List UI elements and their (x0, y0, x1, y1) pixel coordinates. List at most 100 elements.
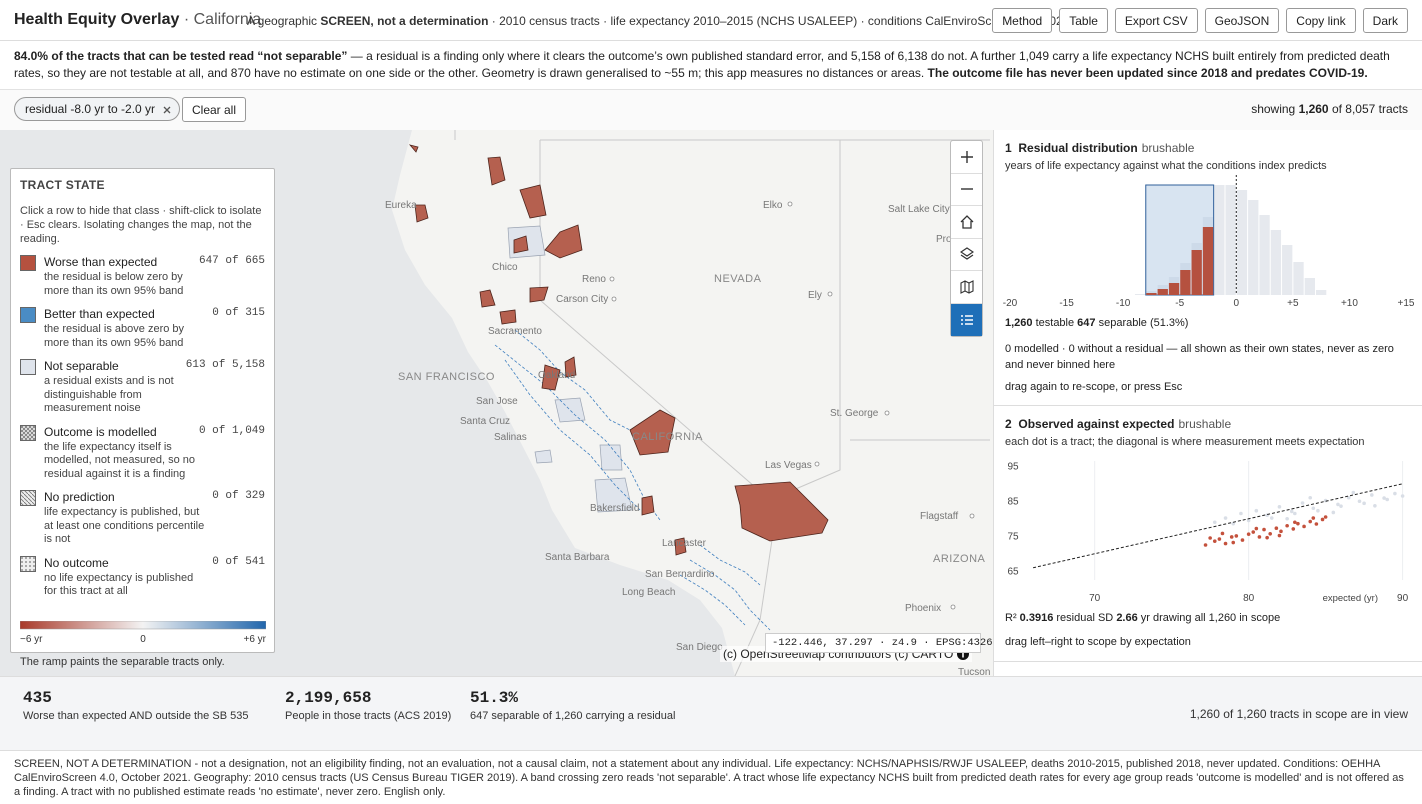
section-stats: 1,260 testable 647 separable (51.3%) (1005, 317, 1188, 329)
x-tick-label: 0 (1234, 298, 1240, 309)
map-label: Ely (808, 290, 822, 301)
legend-swatch (20, 359, 36, 375)
point (1274, 526, 1279, 530)
y-tick-label: 85 (1007, 496, 1019, 507)
map-label: Eureka (385, 200, 417, 211)
stat-label: People in those tracts (ACS 2019) (285, 710, 452, 722)
point (1293, 520, 1297, 525)
point (1314, 522, 1319, 526)
legend-row[interactable]: Worse than expected the residual is below… (20, 255, 265, 298)
text-run: · 2010 census tracts · life expectancy 2… (488, 14, 1074, 28)
point (1262, 527, 1266, 532)
brush (1145, 184, 1215, 296)
legend-row[interactable]: No prediction life expectancy is publishe… (20, 490, 265, 547)
summary-bar: 1,260 of 1,260 tracts in scope are in vi… (0, 676, 1422, 750)
bar-all (1282, 245, 1293, 295)
text-run: yr drawing all 1,260 in scope (1137, 612, 1281, 624)
legend-toggle[interactable] (951, 303, 982, 336)
legend-rows: Worse than expected the residual is below… (20, 255, 265, 599)
legend-swatch (20, 490, 36, 506)
point (1400, 494, 1405, 498)
toolbar-button[interactable]: Export CSV (1114, 8, 1198, 33)
y-tick-label: 65 (1007, 566, 1019, 577)
bar-separable (1157, 289, 1168, 295)
point (1246, 518, 1251, 523)
legend-count: 0 of 315 (212, 307, 265, 319)
bar-all (1259, 215, 1270, 295)
map-label: Oakland (538, 370, 575, 381)
toolbar-button[interactable]: Table (1059, 8, 1108, 33)
toolbar-button[interactable]: Copy link (1286, 8, 1356, 33)
section-tag: brushable (1178, 417, 1232, 431)
zoom-in[interactable] (951, 141, 982, 174)
filter-chip[interactable]: residual -8.0 yr to -2.0 yr (14, 97, 181, 121)
swatch (20, 359, 36, 375)
point (1203, 543, 1208, 547)
zoom-out[interactable] (951, 174, 982, 206)
text-run: of 8,057 tracts (1328, 102, 1408, 116)
legend-row[interactable]: Not separable a residual exists and is no… (20, 359, 265, 416)
legend-row[interactable]: No outcome no life expectancy is publishe… (20, 555, 265, 599)
home[interactable] (951, 206, 982, 239)
legend-row[interactable]: Outcome is modelled the life expectancy i… (20, 424, 265, 482)
toolbar-button[interactable]: Dark (1362, 8, 1408, 33)
point (1291, 527, 1296, 531)
legend-name: Outcome is modelled (44, 424, 157, 439)
legend-text: Worse than expected the residual is below… (44, 255, 199, 298)
point (1331, 510, 1336, 515)
section-note: 0 modelled · 0 without a residual — all … (1005, 343, 1394, 371)
chip-close[interactable] (163, 106, 171, 114)
point (1362, 501, 1366, 506)
scatter-plot[interactable]: 70 80 90 65 75 85 95 expected (yr) (992, 455, 1422, 605)
toolbar-button[interactable]: Method (992, 8, 1053, 33)
map-label: Carson City (556, 294, 608, 305)
app-title: Health Equity Overlay · California (14, 11, 261, 29)
point (1308, 519, 1313, 524)
map-label: Sacramento (488, 326, 542, 337)
point (1346, 495, 1351, 500)
point (1311, 516, 1316, 520)
section-title: Residual distribution (1018, 141, 1138, 155)
map-label: Lancaster (662, 538, 707, 549)
notice: 84.0% of the tracts that can be tested r… (0, 41, 1422, 90)
point (1212, 539, 1217, 543)
toolbar-button[interactable]: GeoJSON (1204, 8, 1280, 33)
bar-all (1134, 294, 1146, 295)
point (1382, 496, 1386, 500)
section-residuals: 1 Residual distribution brushable years o… (994, 130, 1422, 406)
x-axis-label: expected (yr) (1323, 593, 1378, 604)
x-tick-label: -20 (1003, 298, 1018, 309)
map-label: Reno (582, 274, 606, 285)
histogram[interactable]: -20 -15 -10 -5 0 +5 +10 +15 (992, 175, 1422, 315)
point (1268, 532, 1272, 536)
cursor-coords: -122.446, 37.297 · z4.9 · EPSG:4326 (765, 633, 993, 653)
legend-name: Worse than expected (44, 255, 158, 269)
point (1277, 505, 1282, 509)
basemap[interactable] (951, 271, 982, 304)
clear-all[interactable]: Clear all (182, 97, 247, 122)
section-title: Observed against expected (1018, 417, 1175, 431)
section-hint: drag again to re-scope, or press Esc (1005, 381, 1183, 393)
title: Health Equity Overlay (14, 11, 180, 28)
legend-count: 0 of 329 (212, 490, 265, 502)
point (1289, 509, 1294, 514)
legend-text: No prediction life expectancy is publishe… (44, 490, 209, 547)
point (1231, 540, 1236, 545)
legend-desc: the residual is below zero by more than … (44, 271, 184, 297)
bar-separable (1146, 293, 1157, 295)
point (1339, 504, 1343, 508)
summary-stat: 435 Worse than expected AND outside the S… (23, 689, 248, 722)
legend-desc: life expectancy is published, but at lea… (44, 506, 205, 545)
layers[interactable] (951, 239, 982, 271)
swatch (20, 555, 36, 572)
point (1336, 502, 1340, 507)
point (1212, 520, 1217, 525)
legend-name: Better than expected (44, 307, 155, 321)
legend-desc: the life expectancy itself is modelled, … (44, 440, 196, 480)
map-label: Salinas (494, 432, 527, 443)
legend-row[interactable]: Better than expected the residual is abov… (20, 307, 265, 350)
y-tick-label: 75 (1007, 531, 1019, 542)
bar-all (1214, 185, 1225, 295)
text-run: 1,260 (1005, 317, 1033, 329)
in-view: 1,260 of 1,260 tracts in scope are in vi… (1189, 707, 1408, 721)
